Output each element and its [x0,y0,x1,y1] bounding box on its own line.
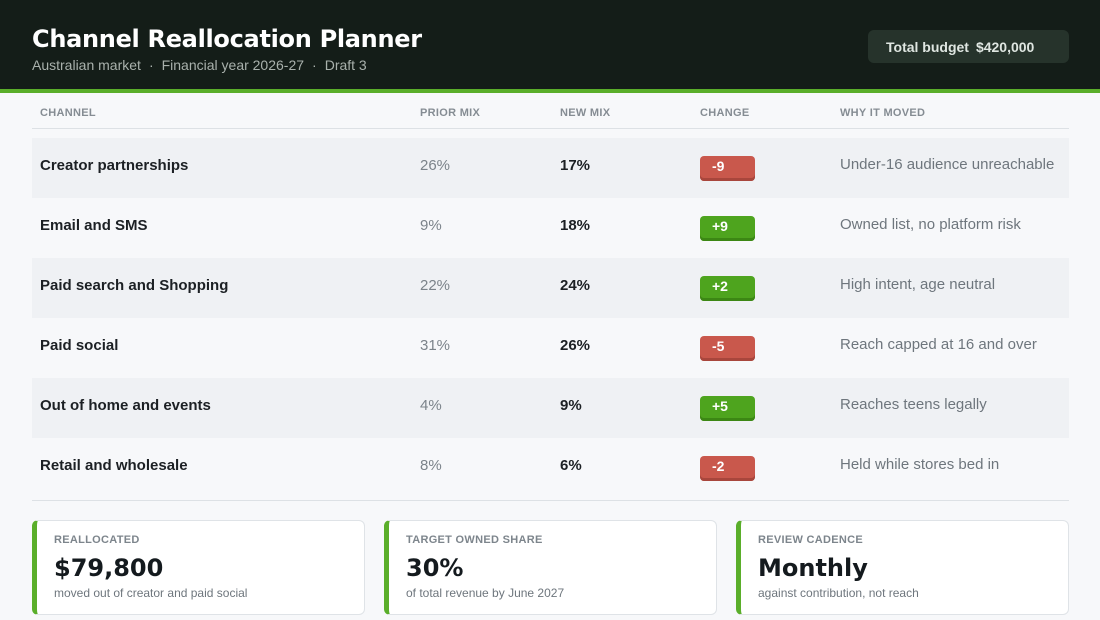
card-value: 30% [406,554,464,582]
card-value: $79,800 [54,554,164,582]
change-badge: +2 [700,276,755,301]
financial-year-label: Financial year 2026-27 [161,57,305,73]
prior-mix-value: 9% [420,217,442,234]
card-label: REVIEW CADENCE [758,534,864,546]
prior-mix-value: 22% [420,277,451,294]
new-mix-value: 6% [560,457,582,474]
total-budget-value: $420,000 [975,38,1035,55]
header-accent-rule [0,89,1100,93]
channel-name: Email and SMS [40,217,148,234]
new-mix-value: 26% [560,337,591,354]
card-value: Monthly [758,554,868,582]
channel-name: Creator partnerships [40,157,189,174]
total-budget-label: Total budget [886,38,969,55]
change-badge: -5 [700,336,755,361]
new-mix-value: 24% [560,277,591,294]
review-cadence-card: REVIEW CADENCE Monthly against contribut… [736,520,1069,615]
prior-mix-value: 31% [420,337,451,354]
page-title: Channel Reallocation Planner [32,25,422,53]
table-row: Creator partnerships 26% 17% -9 Under-16… [32,138,1069,198]
app-header: Channel Reallocation Planner Australian … [0,0,1100,89]
channel-name: Paid social [40,337,119,354]
new-mix-value: 9% [560,397,582,414]
column-header-channel: CHANNEL [40,107,96,119]
table-header-divider [32,128,1069,129]
column-header-prior-mix: PRIOR MIX [420,107,481,119]
reason-text: Reaches teens legally [840,396,987,413]
new-mix-value: 18% [560,217,591,234]
change-badge: +9 [700,216,755,241]
total-budget-badge: Total budget $420,000 [868,30,1069,63]
card-note: against contribution, not reach [758,586,919,600]
change-badge: -2 [700,456,755,481]
card-note: moved out of creator and paid social [54,586,248,600]
reason-text: Under-16 audience unreachable [840,156,1055,173]
card-note: of total revenue by June 2027 [406,586,565,600]
new-mix-value: 17% [560,157,591,174]
column-header-change: CHANGE [700,107,750,119]
reason-text: Owned list, no platform risk [840,216,1021,233]
table-bottom-divider [32,500,1069,501]
column-header-new-mix: NEW MIX [560,107,611,119]
market-label: Australian market [32,57,141,73]
prior-mix-value: 4% [420,397,442,414]
subtitle-separator: · [312,57,317,73]
reason-text: High intent, age neutral [840,276,996,293]
channel-table: Creator partnerships 26% 17% -9 Under-16… [32,138,1069,498]
table-row: Paid social 31% 26% -5 Reach capped at 1… [32,318,1069,378]
channel-name: Retail and wholesale [40,457,188,474]
prior-mix-value: 26% [420,157,451,174]
prior-mix-value: 8% [420,457,442,474]
table-row: Email and SMS 9% 18% +9 Owned list, no p… [32,198,1069,258]
subtitle-separator: · [148,57,154,73]
table-row: Paid search and Shopping 22% 24% +2 High… [32,258,1069,318]
draft-label: Draft 3 [324,57,367,73]
change-badge: +5 [700,396,755,421]
column-header-why-it-moved: WHY IT MOVED [840,107,926,119]
table-row: Out of home and events 4% 9% +5 Reaches … [32,378,1069,438]
reallocated-card: REALLOCATED $79,800 moved out of creator… [32,520,365,615]
change-badge: -9 [700,156,755,181]
card-label: REALLOCATED [54,534,140,546]
channel-name: Paid search and Shopping [40,277,229,294]
reason-text: Held while stores bed in [840,456,1000,473]
channel-name: Out of home and events [40,397,211,414]
table-row: Retail and wholesale 8% 6% -2 Held while… [32,438,1069,498]
page-subtitle: Australian market · Financial year 2026-27… [32,57,367,73]
reason-text: Reach capped at 16 and over [840,336,1037,353]
card-label: TARGET OWNED SHARE [406,534,543,546]
target-owned-share-card: TARGET OWNED SHARE 30% of total revenue … [384,520,717,615]
